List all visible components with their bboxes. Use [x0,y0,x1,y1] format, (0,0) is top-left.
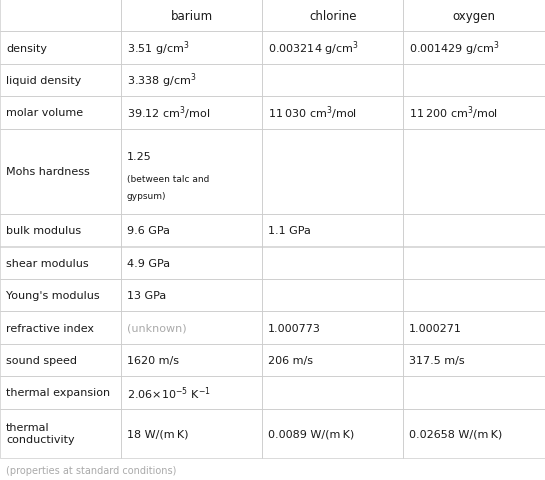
Bar [0,376,121,408]
Text: 4.9 GPa: 4.9 GPa [127,258,170,268]
Text: thermal
conductivity: thermal conductivity [6,422,75,444]
Bar [403,97,545,129]
Text: bulk modulus: bulk modulus [6,226,81,236]
Bar [403,376,545,408]
Bar [121,0,262,32]
Bar [121,129,262,215]
Text: refractive index: refractive index [6,323,94,333]
Bar [403,215,545,247]
Bar [262,0,403,32]
Bar [262,408,403,458]
Bar [121,97,262,129]
Bar [0,408,121,458]
Bar [262,32,403,65]
Text: molar volume: molar volume [6,108,83,118]
Bar [403,65,545,97]
Text: (unknown): (unknown) [127,323,186,333]
Bar [121,247,262,279]
Bar [0,97,121,129]
Bar [121,279,262,312]
Bar [403,32,545,65]
Bar [121,376,262,408]
Text: 18 W/(m K): 18 W/(m K) [127,428,189,438]
Text: sound speed: sound speed [6,355,77,365]
Bar [262,279,403,312]
Text: 1.1 GPa: 1.1 GPa [268,226,311,236]
Bar [121,344,262,376]
Bar [0,215,121,247]
Bar [262,65,403,97]
Bar [262,247,403,279]
Bar [262,344,403,376]
Text: 11 200 cm$^3$/mol: 11 200 cm$^3$/mol [409,104,498,122]
Bar [0,0,121,32]
Bar [262,215,403,247]
Bar [0,247,121,279]
Text: 0.003214 g/cm$^3$: 0.003214 g/cm$^3$ [268,39,359,58]
Text: 0.0089 W/(m K): 0.0089 W/(m K) [268,428,354,438]
Text: shear modulus: shear modulus [6,258,89,268]
Bar [0,65,121,97]
Text: (properties at standard conditions): (properties at standard conditions) [6,465,177,475]
Text: 2.06×10$^{-5}$ K$^{-1}$: 2.06×10$^{-5}$ K$^{-1}$ [127,384,211,401]
Text: liquid density: liquid density [6,76,81,86]
Bar [403,344,545,376]
Bar [121,65,262,97]
Bar [121,215,262,247]
Bar [403,129,545,215]
Bar [262,312,403,344]
Text: (between talc and: (between talc and [127,174,209,183]
Bar [403,408,545,458]
Bar [262,129,403,215]
Bar [262,97,403,129]
Text: thermal expansion: thermal expansion [6,387,110,397]
Text: 1.25: 1.25 [127,152,152,162]
Bar [262,376,403,408]
Text: density: density [6,44,47,53]
Text: 3.51 g/cm$^3$: 3.51 g/cm$^3$ [127,39,190,58]
Text: oxygen: oxygen [453,10,495,23]
Text: 39.12 cm$^3$/mol: 39.12 cm$^3$/mol [127,104,210,122]
Text: 0.001429 g/cm$^3$: 0.001429 g/cm$^3$ [409,39,500,58]
Text: 1620 m/s: 1620 m/s [127,355,179,365]
Bar [121,312,262,344]
Text: Mohs hardness: Mohs hardness [6,167,90,177]
Bar [403,312,545,344]
Text: 9.6 GPa: 9.6 GPa [127,226,170,236]
Text: 13 GPa: 13 GPa [127,290,166,300]
Bar [121,32,262,65]
Bar [403,247,545,279]
Text: Young's modulus: Young's modulus [6,290,100,300]
Text: gypsum): gypsum) [127,192,166,200]
Bar [403,279,545,312]
Text: 0.02658 W/(m K): 0.02658 W/(m K) [409,428,502,438]
Text: 1.000773: 1.000773 [268,323,321,333]
Bar [0,32,121,65]
Text: 1.000271: 1.000271 [409,323,462,333]
Bar [121,408,262,458]
Bar [0,279,121,312]
Text: 206 m/s: 206 m/s [268,355,313,365]
Text: 3.338 g/cm$^3$: 3.338 g/cm$^3$ [127,72,197,90]
Bar [0,312,121,344]
Text: chlorine: chlorine [309,10,356,23]
Text: 317.5 m/s: 317.5 m/s [409,355,465,365]
Text: 11 030 cm$^3$/mol: 11 030 cm$^3$/mol [268,104,357,122]
Bar [403,0,545,32]
Text: barium: barium [171,10,213,23]
Bar [0,344,121,376]
Bar [0,129,121,215]
